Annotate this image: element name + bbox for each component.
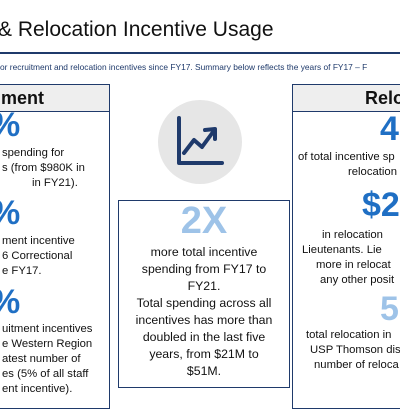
recruitment-panel: [0, 97, 110, 409]
total-spending-line-5: incentives has more than: [135, 313, 273, 327]
recruitment-stat-1-line-1: spending for: [2, 147, 65, 159]
relocation-stat-3-line-3: number of reloca: [314, 359, 399, 371]
relocation-stat-2-line-4: any other posit: [320, 274, 395, 286]
recruitment-stat-3-line-1: uitment incentives: [2, 323, 93, 335]
recruitment-stat-2-value: %: [0, 194, 20, 233]
total-spending-panel: [118, 200, 290, 388]
total-spending-line-6: doubled in the last five: [142, 330, 266, 344]
relocation-panel-heading: Relo: [292, 84, 400, 112]
recruitment-stat-2-line-2: 6 Correctional: [2, 250, 73, 262]
recruitment-stat-1-value: %: [0, 106, 20, 145]
total-spending-line-3: FY21.: [187, 279, 221, 293]
recruitment-stat-2-line-1: ment incentive: [2, 235, 75, 247]
page-title: & Relocation Incentive Usage: [0, 18, 274, 41]
relocation-stat-3-value: 5: [380, 290, 399, 328]
relocation-stat-3-line-2: USP Thomson dis: [310, 344, 400, 356]
relocation-stat-1-line-1: of total incentive sp: [298, 151, 395, 163]
relocation-stat-2-value: $2: [362, 186, 400, 224]
title-divider: [0, 52, 400, 54]
page-subtitle: or recruitment and relocation incentives…: [0, 62, 368, 72]
total-spending-line-8: $51M.: [186, 364, 222, 378]
chart-trending-up-icon: [177, 116, 224, 165]
relocation-stat-1-value: 4: [380, 110, 399, 148]
recruitment-panel-heading: ment: [0, 84, 110, 112]
total-spending-line-2: spending from FY17 to: [141, 262, 267, 276]
relocation-stat-2-line-3: more in relocat: [316, 259, 391, 271]
recruitment-stat-1-line-2: s (from $980K in: [2, 162, 85, 174]
recruitment-stat-3-line-2: e Western Region: [2, 338, 93, 350]
total-spending-line-7: years, from $21M to: [149, 347, 259, 361]
recruitment-stat-2-line-3: e FY17.: [2, 265, 42, 277]
total-spending-stat: 2X: [180, 200, 228, 242]
total-spending-line-4: Total spending across all: [136, 296, 272, 310]
chart-icon-badge: [158, 100, 242, 184]
relocation-stat-3-line-1: total relocation in: [306, 329, 392, 341]
recruitment-stat-1-line-3: in FY21).: [32, 177, 78, 189]
relocation-stat-1-line-2: relocation: [348, 166, 397, 178]
recruitment-stat-3-line-4: es (5% of all staff: [2, 368, 89, 380]
recruitment-stat-3-line-5: ent incentive).: [2, 383, 73, 395]
recruitment-stat-3-value: %: [0, 283, 20, 322]
relocation-stat-2-line-2: Lieutenants. Lie: [302, 244, 382, 256]
total-spending-line-1: more total incentive: [150, 245, 258, 259]
recruitment-stat-3-line-3: atest number of: [2, 353, 81, 365]
relocation-stat-2-line-1: in relocation: [322, 229, 383, 241]
